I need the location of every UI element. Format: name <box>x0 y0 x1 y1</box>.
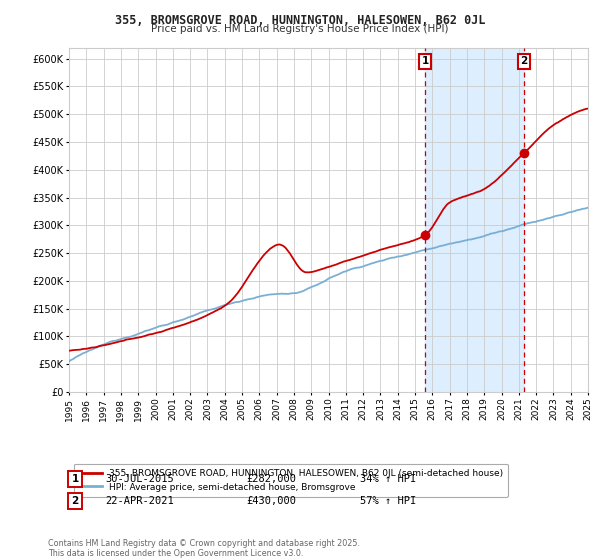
Bar <box>425 48 524 392</box>
Legend: 355, BROMSGROVE ROAD, HUNNINGTON, HALESOWEN, B62 0JL (semi-detached house), HPI:: 355, BROMSGROVE ROAD, HUNNINGTON, HALESO… <box>74 464 508 497</box>
Text: £282,000: £282,000 <box>246 474 296 484</box>
Text: 2: 2 <box>71 496 79 506</box>
Text: £430,000: £430,000 <box>246 496 296 506</box>
Text: Contains HM Land Registry data © Crown copyright and database right 2025.
This d: Contains HM Land Registry data © Crown c… <box>48 539 360 558</box>
Text: 34% ↑ HPI: 34% ↑ HPI <box>360 474 416 484</box>
Text: 1: 1 <box>421 57 428 67</box>
Text: 30-JUL-2015: 30-JUL-2015 <box>105 474 174 484</box>
Text: 57% ↑ HPI: 57% ↑ HPI <box>360 496 416 506</box>
Text: 355, BROMSGROVE ROAD, HUNNINGTON, HALESOWEN, B62 0JL: 355, BROMSGROVE ROAD, HUNNINGTON, HALESO… <box>115 14 485 27</box>
Text: 1: 1 <box>71 474 79 484</box>
Text: 2: 2 <box>520 57 527 67</box>
Text: 22-APR-2021: 22-APR-2021 <box>105 496 174 506</box>
Text: Price paid vs. HM Land Registry's House Price Index (HPI): Price paid vs. HM Land Registry's House … <box>151 24 449 34</box>
